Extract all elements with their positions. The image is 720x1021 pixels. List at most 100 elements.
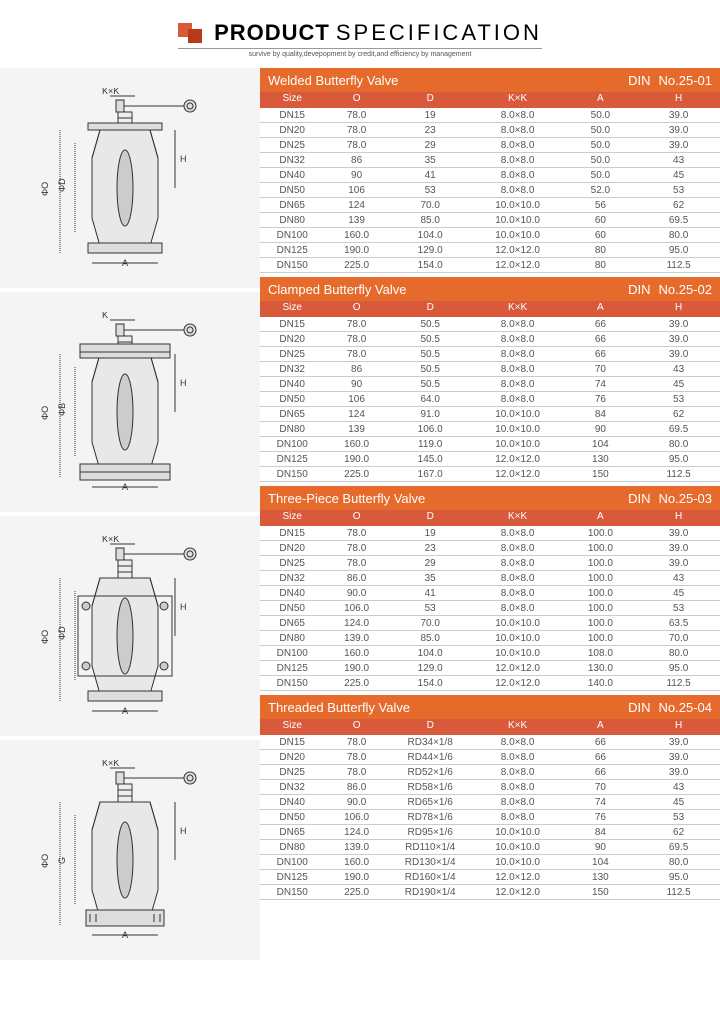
table-row: DN2078.0RD44×1/68.0×8.06639.0 xyxy=(260,750,720,765)
table-cell: 78.0 xyxy=(324,123,388,138)
table-row: DN80139106.010.0×10.09069.5 xyxy=(260,422,720,437)
table-row: DN2078.050.58.0×8.06639.0 xyxy=(260,332,720,347)
table-cell: 12.0×12.0 xyxy=(472,661,564,676)
table-cell: 106 xyxy=(324,392,388,407)
table-cell: 160.0 xyxy=(324,646,388,661)
table-cell: RD110×1/4 xyxy=(389,840,472,855)
table-cell: 78.0 xyxy=(324,347,388,362)
table-row: DN2578.0298.0×8.050.039.0 xyxy=(260,138,720,153)
title-thin: SPECIFICATION xyxy=(336,20,542,46)
column-header: H xyxy=(637,92,720,108)
spec-table: DN1578.0RD34×1/88.0×8.06639.0DN2078.0RD4… xyxy=(260,735,720,900)
table-cell: DN100 xyxy=(260,228,324,243)
table-cell: 63.5 xyxy=(637,616,720,631)
table-cell: DN125 xyxy=(260,661,324,676)
table-cell: 154.0 xyxy=(389,676,472,691)
table-cell: 10.0×10.0 xyxy=(472,840,564,855)
table-cell: 108.0 xyxy=(564,646,638,661)
table-cell: 60 xyxy=(564,213,638,228)
table-cell: 50.0 xyxy=(564,138,638,153)
table-cell: 39.0 xyxy=(637,556,720,571)
table-cell: DN150 xyxy=(260,258,324,273)
table-row: DN3286.0RD58×1/68.0×8.07043 xyxy=(260,780,720,795)
table-cell: RD95×1/6 xyxy=(389,825,472,840)
table-cell: 225.0 xyxy=(324,885,388,900)
column-header: D xyxy=(389,510,472,526)
svg-text:ΦD: ΦD xyxy=(57,178,67,192)
table-cell: 150 xyxy=(564,467,638,482)
table-cell: 80.0 xyxy=(637,437,720,452)
table-cell: DN80 xyxy=(260,213,324,228)
column-header: A xyxy=(564,92,638,108)
table-cell: 12.0×12.0 xyxy=(472,452,564,467)
table-cell: 39.0 xyxy=(637,541,720,556)
table-cell: 106.0 xyxy=(389,422,472,437)
table-cell: DN125 xyxy=(260,452,324,467)
table-cell: 90 xyxy=(324,377,388,392)
table-cell: DN40 xyxy=(260,795,324,810)
table-cell: 78.0 xyxy=(324,108,388,123)
table-cell: RD44×1/6 xyxy=(389,750,472,765)
table-row: DN100160.0RD130×1/410.0×10.010480.0 xyxy=(260,855,720,870)
section-din: DIN xyxy=(628,282,650,297)
table-cell: 154.0 xyxy=(389,258,472,273)
table-cell: 225.0 xyxy=(324,258,388,273)
valve-diagram-icon: K×K H ΦO ΦD A xyxy=(30,88,230,268)
table-cell: DN65 xyxy=(260,616,324,631)
table-row: DN80139.085.010.0×10.0100.070.0 xyxy=(260,631,720,646)
svg-text:A: A xyxy=(122,482,128,492)
column-header: K×K xyxy=(472,510,564,526)
table-row: DN5010664.08.0×8.07653 xyxy=(260,392,720,407)
table-cell: 85.0 xyxy=(389,213,472,228)
table-cell: DN15 xyxy=(260,735,324,750)
column-header: H xyxy=(637,510,720,526)
table-row: DN125190.0RD160×1/412.0×12.013095.0 xyxy=(260,870,720,885)
table-cell: 10.0×10.0 xyxy=(472,422,564,437)
table-cell: 10.0×10.0 xyxy=(472,437,564,452)
table-cell: 8.0×8.0 xyxy=(472,556,564,571)
column-header: K×K xyxy=(472,719,564,735)
table-cell: 43 xyxy=(637,571,720,586)
column-header: A xyxy=(564,510,638,526)
table-cell: DN40 xyxy=(260,377,324,392)
table-cell: DN40 xyxy=(260,168,324,183)
table-cell: 95.0 xyxy=(637,870,720,885)
table-cell: 50.0 xyxy=(564,123,638,138)
table-cell: 8.0×8.0 xyxy=(472,362,564,377)
table-cell: 50.0 xyxy=(564,153,638,168)
table-cell: 78.0 xyxy=(324,556,388,571)
table-row: DN6512470.010.0×10.05662 xyxy=(260,198,720,213)
table-row: DN4090418.0×8.050.045 xyxy=(260,168,720,183)
table-cell: 70.0 xyxy=(389,616,472,631)
table-cell: 106.0 xyxy=(324,810,388,825)
table-cell: 10.0×10.0 xyxy=(472,228,564,243)
table-cell: DN25 xyxy=(260,138,324,153)
table-row: DN125190.0145.012.0×12.013095.0 xyxy=(260,452,720,467)
svg-text:ΦO: ΦO xyxy=(40,182,50,196)
table-cell: 80.0 xyxy=(637,228,720,243)
table-cell: 190.0 xyxy=(324,661,388,676)
table-cell: 8.0×8.0 xyxy=(472,108,564,123)
table-cell: 160.0 xyxy=(324,855,388,870)
table-cell: 84 xyxy=(564,407,638,422)
column-header: Size xyxy=(260,510,324,526)
table-cell: 12.0×12.0 xyxy=(472,243,564,258)
svg-text:H: H xyxy=(180,602,187,612)
table-cell: 43 xyxy=(637,362,720,377)
table-cell: 167.0 xyxy=(389,467,472,482)
table-cell: 124 xyxy=(324,198,388,213)
logo-icon xyxy=(178,23,206,43)
table-cell: 69.5 xyxy=(637,422,720,437)
table-cell: RD130×1/4 xyxy=(389,855,472,870)
spec-section: Threaded Butterfly ValveDINNo.25-04SizeO… xyxy=(260,695,720,900)
column-header: O xyxy=(324,510,388,526)
table-cell: 95.0 xyxy=(637,243,720,258)
table-cell: 129.0 xyxy=(389,243,472,258)
table-cell: 10.0×10.0 xyxy=(472,646,564,661)
table-row: DN1578.0198.0×8.0100.039.0 xyxy=(260,526,720,541)
table-cell: 8.0×8.0 xyxy=(472,123,564,138)
section-no: No.25-01 xyxy=(659,73,712,88)
table-cell: 119.0 xyxy=(389,437,472,452)
table-cell: 50.5 xyxy=(389,347,472,362)
table-cell: DN32 xyxy=(260,362,324,377)
